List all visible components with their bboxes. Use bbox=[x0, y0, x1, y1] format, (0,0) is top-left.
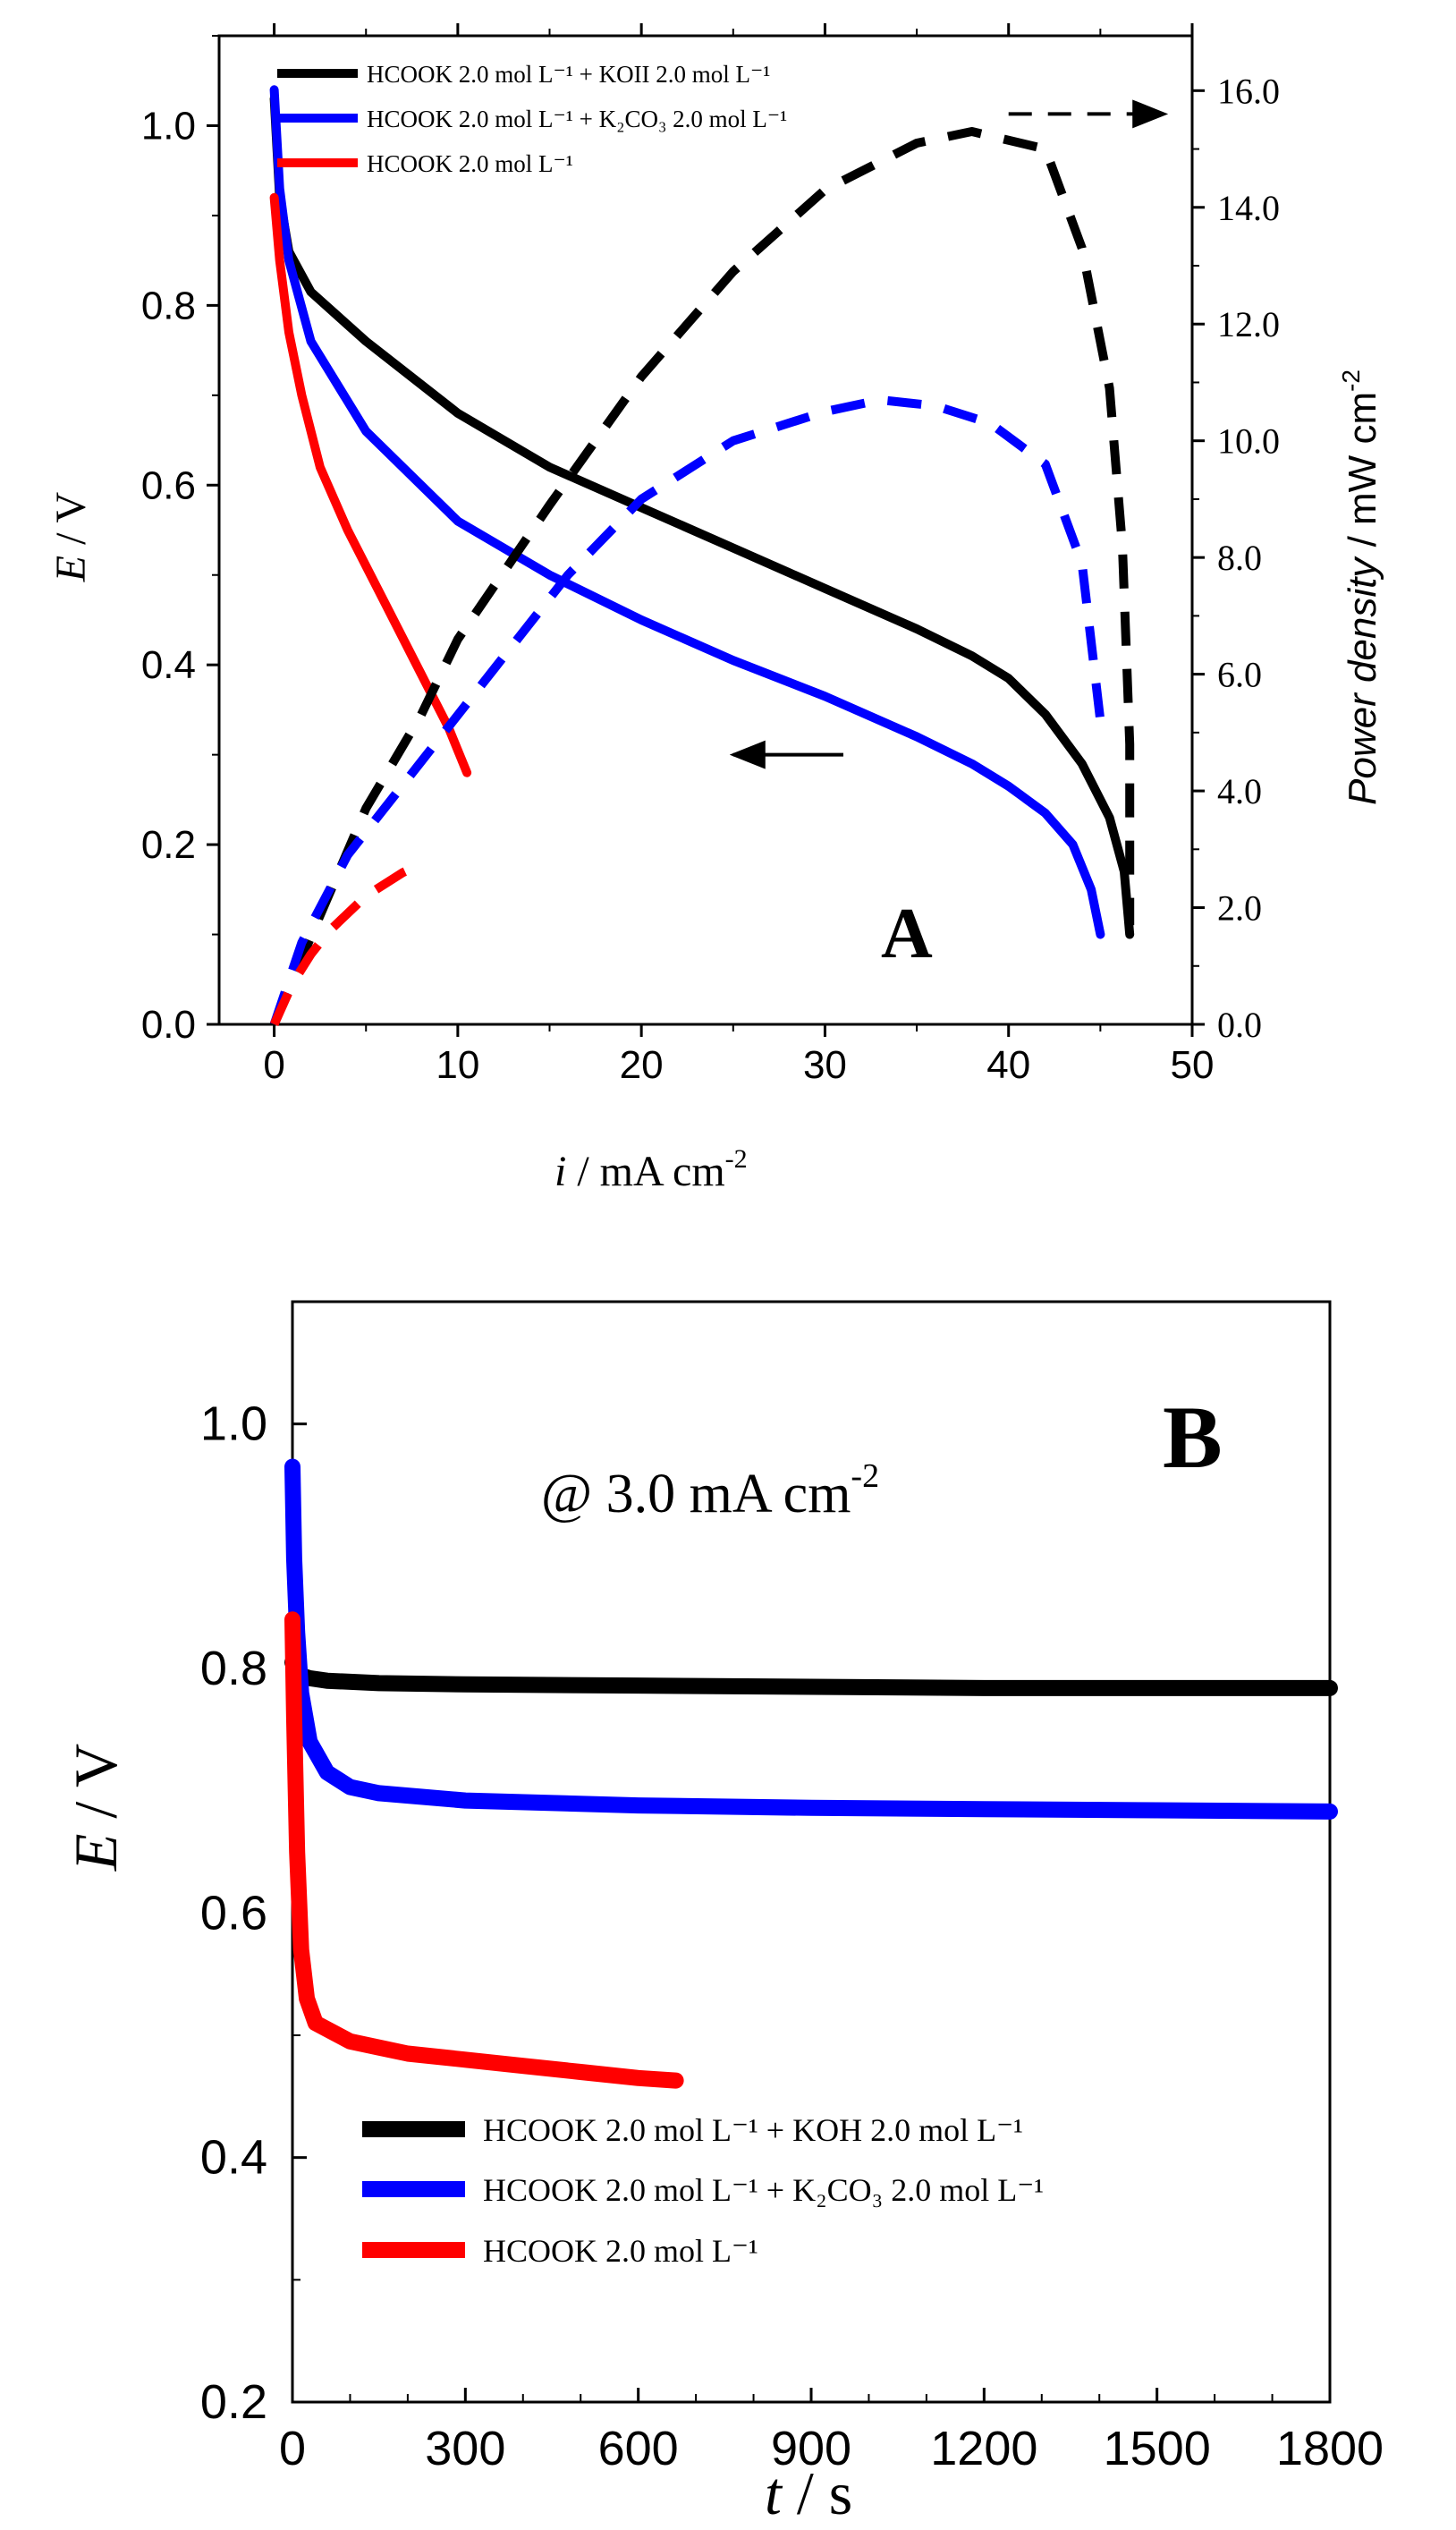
panel-a-y2-title-sup: -2 bbox=[1337, 369, 1365, 392]
panel-a-x-title-var: i bbox=[554, 1148, 566, 1195]
x-tick-label-900: 900 bbox=[771, 2422, 851, 2475]
x-tick-label-30: 30 bbox=[803, 1043, 847, 1087]
y2-tick-label-4: 4.0 bbox=[1217, 771, 1262, 811]
panel-b-series bbox=[284, 1458, 1338, 2089]
panel-b-annotation-sup: -2 bbox=[851, 1457, 879, 1495]
panel-b-y-title: E / V bbox=[62, 1744, 130, 1872]
x-tick-label-40: 40 bbox=[986, 1043, 1030, 1087]
y2-tick-label-0: 0.0 bbox=[1217, 1005, 1262, 1045]
y2-tick-label-6: 6.0 bbox=[1217, 655, 1262, 695]
panel-a-x-title-unit: / mA cm bbox=[566, 1148, 724, 1195]
panel-b-x-title-unit: / s bbox=[782, 2459, 852, 2527]
chrono-line-hcook bbox=[284, 1611, 684, 2089]
legend-b-label-hcook: HCOOK 2.0 mol L⁻¹ bbox=[483, 2233, 758, 2269]
panel-b-legend: HCOOK 2.0 mol L⁻¹ + KOH 2.0 mol L⁻¹ HCOO… bbox=[362, 2112, 1044, 2269]
y2-tick-label-8: 8.0 bbox=[1217, 538, 1262, 578]
polarization-line-hcook bbox=[269, 192, 472, 777]
panel-a-y-title-unit: / V bbox=[47, 491, 95, 555]
x-tick-label-1800: 1800 bbox=[1276, 2422, 1384, 2475]
y2-tick-label-10: 10.0 bbox=[1217, 421, 1280, 462]
power-line-koh bbox=[269, 127, 1135, 1026]
x-tick-label-300: 300 bbox=[425, 2422, 505, 2475]
x-tick-label-1200: 1200 bbox=[930, 2422, 1037, 2475]
panel-a-y-title: E / V bbox=[47, 491, 95, 582]
y-tick-label-0.4: 0.4 bbox=[141, 643, 196, 687]
polarization-line-k2co3 bbox=[269, 85, 1105, 939]
y2-tick-label-12: 12.0 bbox=[1217, 304, 1280, 344]
panel-a-x-ticks: 0 10 20 30 40 50 bbox=[263, 23, 1214, 1087]
panel-a-x-title: i / mA cm-2 bbox=[554, 1144, 748, 1195]
y-tick-label-1: 1.0 bbox=[200, 1397, 267, 1451]
panel-b-y-title-var: E bbox=[62, 1834, 130, 1872]
panel-b-x-title: t / s bbox=[765, 2459, 852, 2527]
legend-b-label-koh: HCOOK 2.0 mol L⁻¹ + KOH 2.0 mol L⁻¹ bbox=[483, 2112, 1023, 2148]
legend-a-label-koh: HCOOK 2.0 mol L⁻¹ + KOII 2.0 mol L⁻¹ bbox=[367, 61, 770, 88]
panel-b: 0 300 600 900 1200 1500 1800 0.2 0.4 0.6 0.8 1.0 B… bbox=[62, 1300, 1384, 2527]
panel-a: 0 10 20 30 40 50 0.0 0.2 0.4 0.6 0.8 1.0 0.0 2.0 4.0… bbox=[47, 23, 1384, 1195]
chrono-line-koh bbox=[284, 1654, 1338, 1696]
y-tick-label-0: 0.0 bbox=[141, 1003, 196, 1047]
x-tick-label-0: 0 bbox=[263, 1043, 284, 1087]
y-tick-label-0.4: 0.4 bbox=[200, 2131, 267, 2185]
y-tick-label-1: 1.0 bbox=[141, 104, 196, 148]
panel-b-annotation: @ 3.0 mA cm-2 bbox=[541, 1457, 879, 1524]
polarization-line-koh bbox=[269, 94, 1135, 939]
y-tick-label-0.6: 0.6 bbox=[200, 1886, 267, 1940]
panel-a-legend: HCOOK 2.0 mol L⁻¹ + KOII 2.0 mol L⁻¹ HCO… bbox=[277, 61, 787, 177]
x-tick-label-600: 600 bbox=[598, 2422, 679, 2475]
panel-a-series bbox=[269, 85, 1135, 1027]
panel-a-arrows bbox=[729, 99, 1169, 769]
x-tick-label-50: 50 bbox=[1171, 1043, 1215, 1087]
y-tick-label-0.2: 0.2 bbox=[200, 2375, 267, 2429]
panel-a-y2-title-var: Power density bbox=[1341, 556, 1384, 805]
x-tick-label-0: 0 bbox=[279, 2422, 306, 2475]
power-line-k2co3 bbox=[269, 395, 1105, 1026]
y-tick-label-0.8: 0.8 bbox=[200, 1642, 267, 1695]
panel-b-annotation-text: @ 3.0 mA cm bbox=[541, 1464, 851, 1524]
x-tick-label-20: 20 bbox=[620, 1043, 664, 1087]
panel-b-label: B bbox=[1163, 1388, 1223, 1487]
y2-tick-label-14: 14.0 bbox=[1217, 188, 1280, 228]
power-line-hcook bbox=[270, 860, 423, 1027]
y-tick-label-0.2: 0.2 bbox=[141, 823, 196, 867]
legend-b-label-k2co3: HCOOK 2.0 mol L⁻¹ + K₂CO₃ 2.0 mol L⁻¹ bbox=[483, 2172, 1044, 2208]
legend-a-label-hcook: HCOOK 2.0 mol L⁻¹ bbox=[367, 150, 573, 177]
y-tick-label-0.6: 0.6 bbox=[141, 463, 196, 507]
x-tick-label-1500: 1500 bbox=[1104, 2422, 1211, 2475]
panel-a-y2-title: Power density / mW cm-2 bbox=[1337, 369, 1384, 805]
panel-a-x-title-sup: -2 bbox=[725, 1144, 748, 1174]
panel-a-frame bbox=[217, 34, 1194, 1026]
legend-a-label-k2co3: HCOOK 2.0 mol L⁻¹ + K₂CO₃ 2.0 mol L⁻¹ bbox=[367, 106, 787, 132]
panel-a-y2-ticks: 0.0 2.0 4.0 6.0 8.0 10.0 12.0 14.0 16.0 bbox=[1192, 71, 1280, 1045]
panel-a-y-title-var: E bbox=[47, 556, 95, 582]
panel-a-label: A bbox=[881, 895, 933, 973]
panel-b-x-title-var: t bbox=[765, 2459, 783, 2527]
y-tick-label-0.8: 0.8 bbox=[141, 284, 196, 327]
panel-a-y2-title-unit: / mW cm bbox=[1341, 392, 1384, 558]
y2-tick-label-2: 2.0 bbox=[1217, 888, 1262, 929]
panel-b-x-ticks: 0 300 600 900 1200 1500 1800 bbox=[279, 2388, 1384, 2475]
panel-b-y-title-unit: / V bbox=[62, 1744, 130, 1834]
y2-tick-label-16: 16.0 bbox=[1217, 71, 1280, 111]
x-tick-label-10: 10 bbox=[436, 1043, 479, 1087]
panel-a-y-ticks: 0.0 0.2 0.4 0.6 0.8 1.0 bbox=[141, 35, 219, 1047]
